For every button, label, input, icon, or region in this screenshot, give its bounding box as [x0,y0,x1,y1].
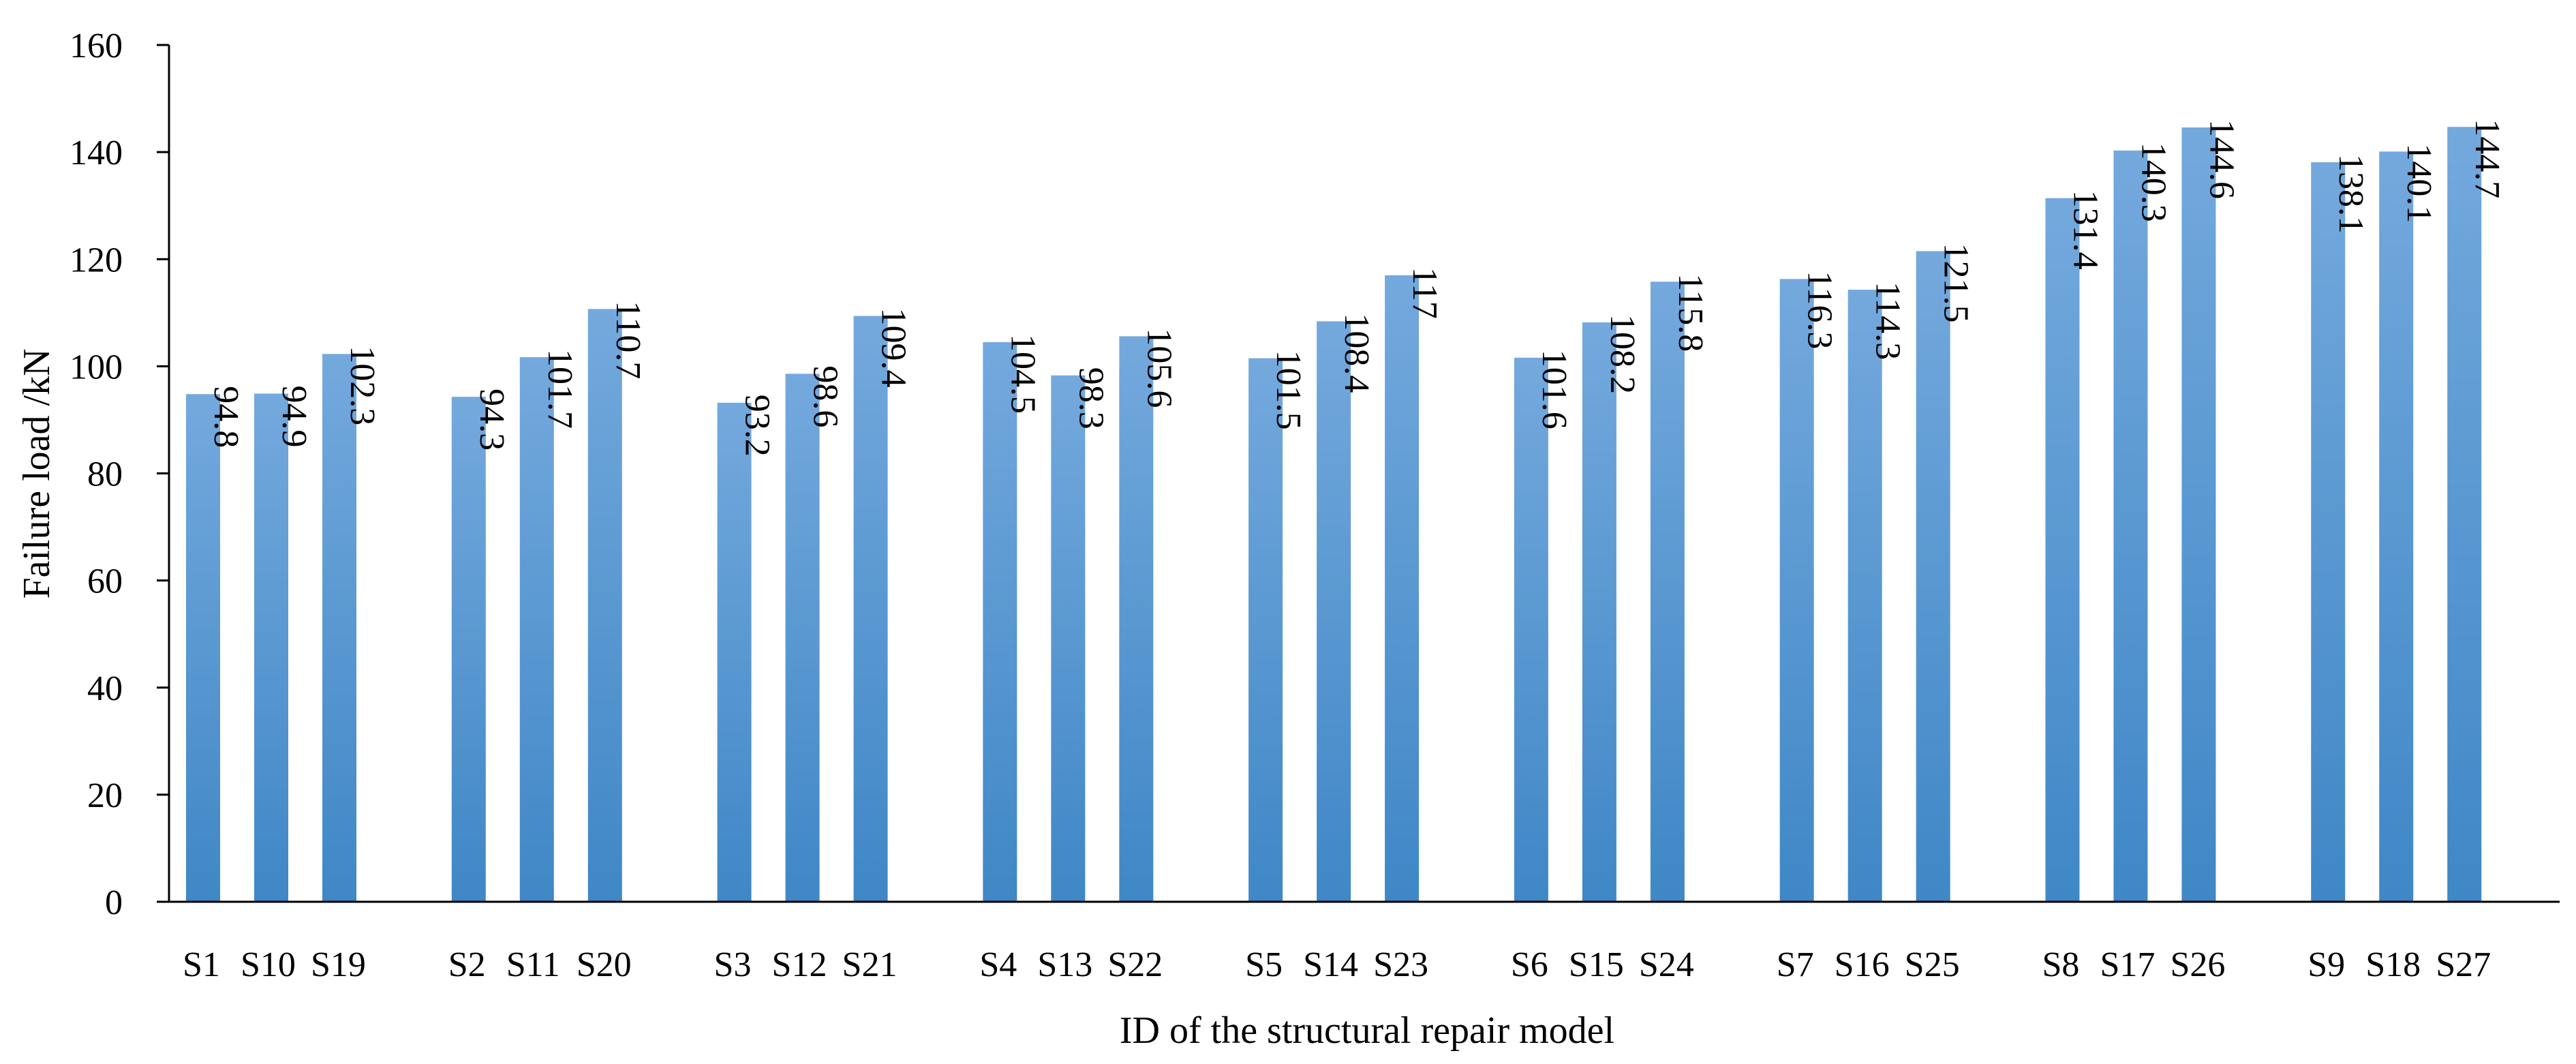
x-tick-label-S19: S19 [311,945,366,984]
bar-S25 [1916,251,1950,902]
bar-S21 [853,316,888,902]
y-tick-label: 100 [70,348,123,386]
data-label-S23: 117 [1405,267,1444,319]
x-tick-label-S20: S20 [577,945,632,984]
data-label-S19: 102.3 [343,346,382,425]
x-tick-label-S16: S16 [1835,945,1890,984]
data-label-S20: 110.7 [609,301,647,379]
x-tick-label-S9: S9 [2307,945,2345,984]
bar-S15 [1582,322,1616,902]
x-tick-label-S7: S7 [1777,945,1814,984]
y-tick-label: 40 [87,669,123,708]
x-tick-label-S2: S2 [448,945,486,984]
y-tick-label: 140 [70,134,123,172]
data-label-S27: 144.7 [2468,119,2506,198]
data-label-S3: 93.2 [738,395,777,457]
bar-S22 [1119,336,1154,902]
y-tick-label: 20 [87,776,123,815]
bar-S27 [2447,127,2482,902]
data-label-S6: 101.6 [1535,350,1574,429]
bar-S6 [1514,357,1548,902]
x-tick-label-S26: S26 [2170,945,2225,984]
data-label-S17: 140.3 [2134,142,2173,222]
y-tick-label: 160 [70,27,123,65]
bar-S26 [2181,127,2216,902]
x-tick-label-S10: S10 [241,945,296,984]
x-tick-label-S24: S24 [1639,945,1694,984]
data-label-S25: 121.5 [1937,243,1976,322]
x-tick-label-S14: S14 [1303,945,1358,984]
data-label-S16: 114.3 [1869,282,1907,360]
x-tick-label-S27: S27 [2436,945,2491,984]
data-label-S15: 108.2 [1603,314,1642,394]
bar-S13 [1051,375,1086,902]
data-label-S12: 98.6 [806,365,845,427]
data-label-S9: 138.1 [2331,154,2370,234]
data-label-S5: 101.5 [1269,350,1308,430]
x-tick-label-S21: S21 [842,945,898,984]
bar-S16 [1847,290,1882,902]
x-tick-label-S11: S11 [506,945,560,984]
bars [186,127,2482,902]
data-labels: 94.8 94.9 102.3 94.3 101.7 110.7 93.2 98.6 109.4… [206,119,2506,457]
y-tick-label: 120 [70,241,123,279]
data-label-S14: 108.4 [1337,313,1376,393]
bar-S4 [983,342,1017,902]
bar-S12 [785,374,820,902]
x-tick-label-S5: S5 [1245,945,1283,984]
x-tick-label-S23: S23 [1373,945,1428,984]
data-label-S2: 94.3 [472,389,511,451]
bar-S17 [2113,150,2148,902]
x-tick-label-S3: S3 [714,945,752,984]
x-tick-label-S12: S12 [772,945,827,984]
bar-S10 [254,393,288,902]
x-tick-label-S1: S1 [183,945,220,984]
data-label-S1: 94.8 [206,386,245,448]
bar-S2 [451,397,486,902]
x-tick-label-S17: S17 [2100,945,2155,984]
data-label-S26: 144.6 [2202,119,2241,199]
bar-S23 [1385,275,1420,902]
x-axis-title: ID of the structural repair model [1120,1009,1614,1052]
data-label-S11: 101.7 [540,349,579,429]
data-label-S4: 104.5 [1003,334,1042,414]
x-tick-label-S4: S4 [979,945,1017,984]
bar-S24 [1650,282,1685,902]
data-label-S10: 94.9 [275,385,313,447]
bar-S11 [519,357,554,902]
x-tick-label-S22: S22 [1107,945,1163,984]
y-axis-ticks: 0 20 40 60 80 100 120 140 160 [70,27,169,922]
bar-S14 [1317,321,1351,902]
y-tick-label: 0 [105,883,123,922]
data-label-S13: 98.3 [1071,367,1110,429]
data-label-S21: 109.4 [874,308,913,388]
bar-S9 [2311,162,2346,902]
data-label-S8: 131.4 [2066,190,2104,270]
data-label-S7: 116.3 [1800,271,1839,349]
bar-S8 [2045,198,2080,902]
x-tick-label-S6: S6 [1511,945,1548,984]
y-axis-title: Failure load /kN [16,348,58,598]
y-tick-label: 60 [87,562,123,601]
data-label-S18: 140.1 [2399,143,2438,223]
bar-S19 [322,354,356,902]
x-tick-label-S25: S25 [1905,945,1960,984]
y-tick-label: 80 [87,455,123,494]
x-tick-label-S18: S18 [2365,945,2421,984]
data-label-S24: 115.8 [1671,273,1710,352]
bar-S18 [2379,151,2414,902]
data-label-S22: 105.6 [1139,328,1178,408]
bar-S1 [186,394,220,902]
bar-S20 [587,309,622,902]
x-axis-labels: S1 S10 S19 S2 S11 S20 S3 S12 S21 S4 S13 S22 S5 S14 S23… [183,945,2491,984]
bar-S7 [1779,279,1814,902]
x-tick-label-S13: S13 [1037,945,1092,984]
bar-S3 [717,402,752,902]
x-tick-label-S15: S15 [1569,945,1624,984]
x-tick-label-S8: S8 [2042,945,2079,984]
bar-S5 [1248,358,1283,902]
